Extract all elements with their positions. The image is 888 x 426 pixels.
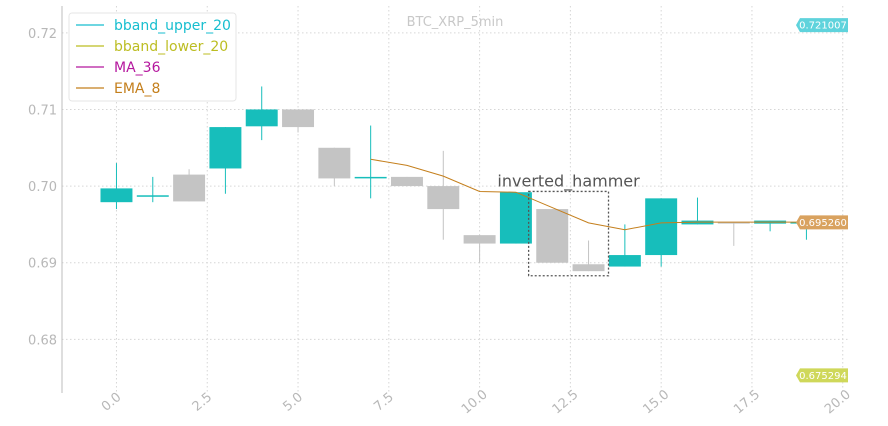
y-tick-label-2: 0.70 <box>28 180 57 195</box>
y-tick-labels: 0.68 0.69 0.70 0.71 0.72 <box>28 27 57 349</box>
value-tag-1: 0.695260 <box>796 215 848 230</box>
value-tag-label-0: 0.721007 <box>799 21 847 32</box>
candle-body-14 <box>608 255 641 267</box>
candle-16 <box>681 197 714 225</box>
candle-body-13 <box>572 264 605 272</box>
lines-layer <box>370 158 843 231</box>
candle-0 <box>100 163 133 210</box>
chart-title: BTC_XRP_5min <box>407 15 504 30</box>
x-tick-label-2: 5.0 <box>280 390 305 415</box>
pattern-box-0 <box>527 190 610 277</box>
value-tag-label-1: 0.695260 <box>799 218 847 229</box>
value-tag-0: 0.721007 <box>796 18 848 33</box>
candle-8 <box>390 176 423 187</box>
x-tick-label-8: 20.0 <box>822 387 854 417</box>
candle-13 <box>572 240 605 272</box>
candle-body-7 <box>354 176 387 179</box>
value-tags: 0.721007 0.695260 0.675294 <box>796 18 848 383</box>
y-tick-label-0: 0.68 <box>28 333 57 348</box>
x-tick-label-7: 17.5 <box>731 387 763 417</box>
candle-14 <box>608 224 641 267</box>
candles-layer <box>100 86 823 272</box>
y-tick-label-4: 0.72 <box>28 27 57 42</box>
legend-box <box>68 12 237 102</box>
candle-10 <box>463 235 496 263</box>
candle-body-12 <box>536 209 569 263</box>
value-tag-bg-1 <box>796 215 848 230</box>
candle-body-6 <box>318 147 351 179</box>
y-tick-label-3: 0.71 <box>28 103 57 118</box>
x-tick-label-5: 12.5 <box>550 387 582 417</box>
candle-17 <box>717 222 750 246</box>
x-tick-label-0: 0.0 <box>99 390 124 415</box>
candle-7 <box>354 125 387 199</box>
legend-entry-1: bband_lower_20 <box>114 39 228 55</box>
candle-body-10 <box>463 235 496 244</box>
candle-15 <box>645 198 678 267</box>
candle-body-3 <box>209 127 242 169</box>
y-tick-label-1: 0.69 <box>28 257 57 272</box>
candle-body-4 <box>245 109 278 127</box>
legend: bband_upper_20 bband_lower_20 MA_36 EMA_8 <box>68 12 237 102</box>
candle-body-0 <box>100 188 133 203</box>
candle-3 <box>209 127 242 194</box>
candle-6 <box>318 147 351 187</box>
x-tick-label-4: 10.0 <box>459 387 491 417</box>
candle-11 <box>499 192 532 244</box>
annotation-layer: inverted_hammer <box>497 171 640 277</box>
x-tick-label-6: 15.0 <box>640 387 672 417</box>
x-tick-labels: 0.0 2.5 5.0 7.5 10.0 12.5 15.0 17.5 20.0 <box>99 387 854 417</box>
legend-entry-0: bband_upper_20 <box>114 18 231 34</box>
value-tag-2: 0.675294 <box>796 368 848 383</box>
value-tag-label-2: 0.675294 <box>799 371 847 382</box>
candle-body-2 <box>173 174 206 202</box>
candle-body-15 <box>645 198 678 256</box>
legend-entry-3: EMA_8 <box>114 81 160 97</box>
candle-body-8 <box>390 176 423 187</box>
candle-5 <box>282 109 315 133</box>
value-tag-bg-0 <box>796 18 848 33</box>
x-tick-label-3: 7.5 <box>371 390 396 415</box>
candle-body-1 <box>136 195 169 197</box>
candle-4 <box>245 86 278 141</box>
candle-1 <box>136 176 169 203</box>
candle-body-9 <box>427 186 460 210</box>
legend-entry-2: MA_36 <box>114 60 161 76</box>
candle-12 <box>536 209 569 263</box>
series-line-ema-8 <box>370 158 843 231</box>
candle-2 <box>173 169 206 202</box>
x-tick-label-1: 2.5 <box>190 390 215 415</box>
candle-body-17 <box>717 222 750 224</box>
value-tag-bg-2 <box>796 368 848 383</box>
candle-body-11 <box>499 192 532 244</box>
candle-body-5 <box>282 109 315 128</box>
candle-9 <box>427 150 460 240</box>
pattern-label-0: inverted_hammer <box>497 171 640 191</box>
